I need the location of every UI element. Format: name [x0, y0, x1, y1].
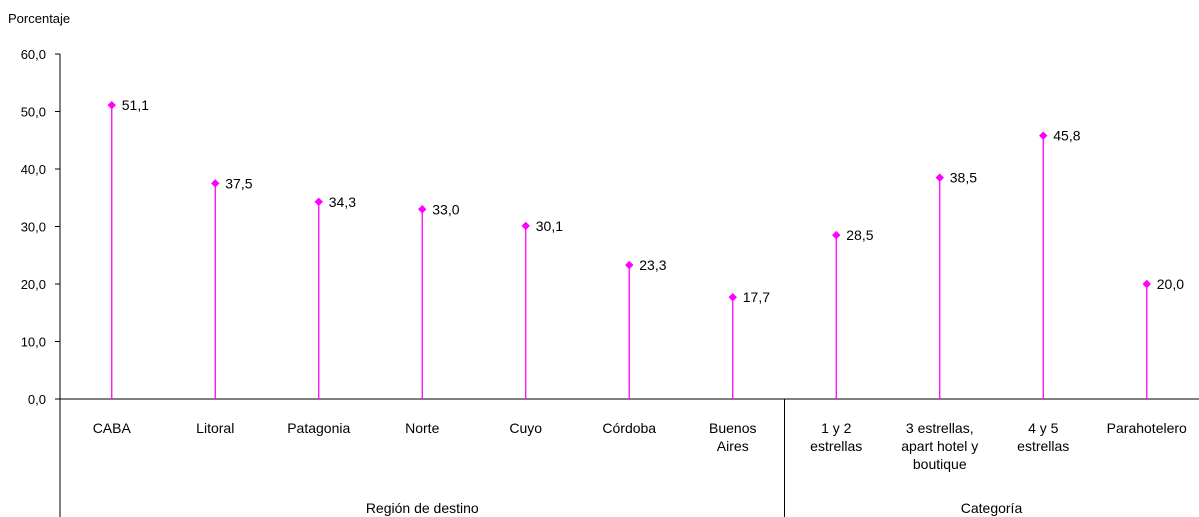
y-axis-label: Porcentaje: [8, 11, 70, 26]
data-point-marker: [107, 100, 116, 110]
x-category-label: CABA: [93, 420, 132, 436]
y-tick-label: 60,0: [21, 47, 46, 62]
x-category-label-line: Litoral: [196, 420, 234, 436]
data-labels: 51,1 37,5 34,3 33,0 30,1 23,3 17,7 28,5 38,5 45,8…: [122, 97, 1184, 305]
x-category-label: Buenos Aires: [709, 420, 756, 454]
data-point-marker: [418, 205, 427, 214]
x-category-label-line: 4 y 5: [1028, 420, 1059, 436]
x-category-label-line: CABA: [93, 420, 132, 436]
x-category-label: 4 y 5 estrellas: [1017, 420, 1069, 454]
y-tick-label: 10,0: [21, 335, 46, 350]
x-category-label: Litoral: [196, 420, 234, 436]
x-category-label: 1 y 2 estrellas: [810, 420, 862, 454]
data-markers: [107, 100, 1151, 302]
data-label: 20,0: [1157, 276, 1184, 292]
data-point-marker: [521, 221, 530, 231]
x-category-label-line: apart hotel y: [901, 438, 978, 454]
data-point-marker: [1039, 131, 1048, 140]
x-category-label-line: estrellas: [1017, 438, 1069, 454]
drop-lines: [111, 105, 1148, 399]
data-label: 23,3: [639, 257, 666, 273]
data-label: 17,7: [743, 289, 770, 305]
x-category-label-line: Aires: [717, 438, 749, 454]
y-tick-label: 20,0: [21, 277, 46, 292]
x-category-label: Parahotelero: [1107, 420, 1187, 436]
data-point-marker: [728, 293, 737, 302]
data-point-marker: [1142, 279, 1151, 289]
x-category-label-line: Córdoba: [602, 420, 656, 436]
x-category-label: Cuyo: [509, 420, 542, 436]
y-tick-label: 30,0: [21, 220, 46, 235]
data-label: 30,1: [536, 218, 563, 234]
group-labels: Región de destino Categoría: [366, 500, 1023, 516]
data-label: 33,0: [432, 201, 459, 217]
x-category-label-line: Cuyo: [509, 420, 542, 436]
group-label: Categoría: [961, 500, 1023, 516]
data-point-marker: [211, 179, 220, 188]
x-category-label: Norte: [405, 420, 439, 436]
data-point-marker: [832, 230, 841, 240]
data-point-marker: [625, 260, 634, 270]
data-point-marker: [935, 173, 944, 182]
x-category-label-line: Parahotelero: [1107, 420, 1187, 436]
x-category-label: 3 estrellas, apart hotel y boutique: [901, 420, 978, 472]
data-label: 38,5: [950, 170, 977, 186]
x-category-label-line: Norte: [405, 420, 439, 436]
category-labels: CABA Litoral Patagonia Norte Cuyo Córdoba Buen…: [93, 420, 1187, 472]
x-category-label-line: Buenos: [709, 420, 756, 436]
data-label: 34,3: [329, 194, 356, 210]
group-label: Región de destino: [366, 500, 479, 516]
x-category-label: Patagonia: [287, 420, 350, 436]
y-tick-label: 50,0: [21, 105, 46, 120]
data-label: 28,5: [846, 227, 873, 243]
y-axis-ticks: 0,0 10,0 20,0 30,0 40,0 50,0 60,0: [21, 47, 60, 407]
data-label: 51,1: [122, 97, 149, 113]
data-point-marker: [314, 197, 323, 206]
x-category-label-line: 3 estrellas,: [906, 420, 974, 436]
x-category-label-line: Patagonia: [287, 420, 350, 436]
y-tick-label: 0,0: [28, 392, 46, 407]
y-tick-label: 40,0: [21, 162, 46, 177]
x-category-label-line: estrellas: [810, 438, 862, 454]
x-category-label-line: boutique: [913, 456, 967, 472]
data-label: 45,8: [1053, 128, 1080, 144]
data-label: 37,5: [225, 175, 252, 191]
x-category-label-line: 1 y 2: [821, 420, 852, 436]
x-category-label: Córdoba: [602, 420, 656, 436]
